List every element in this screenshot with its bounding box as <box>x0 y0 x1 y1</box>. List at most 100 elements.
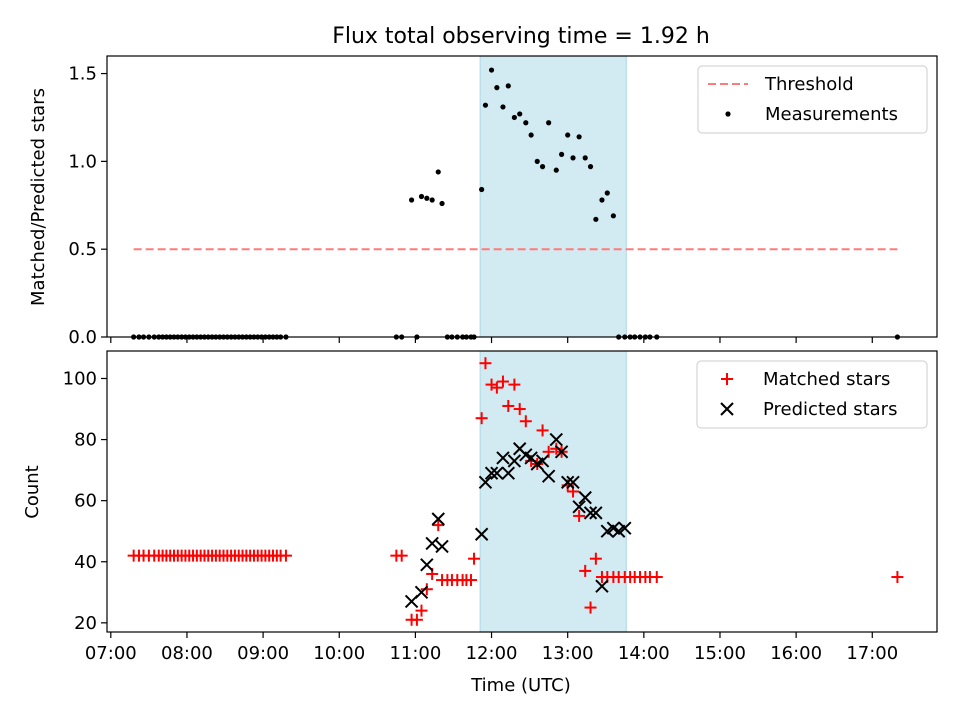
measurement-point <box>593 216 599 222</box>
bottom-legend: Matched stars Predicted stars <box>696 360 928 429</box>
measurement-point <box>418 193 425 200</box>
y-tick-label: 0.0 <box>68 327 97 348</box>
measurement-point <box>528 132 534 138</box>
predicted-star-point <box>618 521 632 535</box>
measurement-point <box>604 190 610 196</box>
x-tick-label: 16:00 <box>770 643 822 664</box>
measurement-point <box>570 155 576 161</box>
predicted-star-point <box>496 451 510 465</box>
measurement-point <box>576 134 582 140</box>
measurement-point <box>488 67 495 73</box>
measurement-point <box>500 104 506 110</box>
y-tick-label: 20 <box>74 613 97 634</box>
predicted-star-point <box>589 506 603 520</box>
bottom-x-axis: 07:00 08:00 09:00 10:00 11:00 12:00 13:00 14:00… <box>85 632 898 664</box>
x-tick-label: 10:00 <box>313 643 365 664</box>
top-x-ticks <box>110 337 873 343</box>
measurement-point <box>424 195 430 201</box>
predicted-star-point <box>435 539 449 554</box>
measurement-point <box>587 164 594 170</box>
x-tick-label: 07:00 <box>85 643 137 664</box>
measurement-point <box>610 213 616 219</box>
predicted-star-point <box>414 585 429 600</box>
y-tick-label: 0.5 <box>68 239 97 260</box>
legend-matched-swatch <box>721 373 733 385</box>
legend-matched-label: Matched stars <box>763 369 890 390</box>
matched-star-point <box>475 412 488 425</box>
y-tick-label: 1.5 <box>68 64 97 85</box>
x-tick-label: 09:00 <box>237 643 289 664</box>
matched-star-point <box>508 378 521 391</box>
predicted-star-point <box>560 475 575 490</box>
bottom-axes-frame <box>106 350 938 633</box>
measurement-point <box>558 151 565 157</box>
predicted-star-point <box>507 454 522 468</box>
bottom-y-axis: 20 40 60 80 100 <box>63 368 107 634</box>
predicted-star-point <box>572 500 586 514</box>
measurement-point <box>539 164 546 170</box>
y-tick-label: 40 <box>74 552 97 573</box>
matched-star-point <box>279 549 292 562</box>
y-tick-label: 100 <box>63 368 97 389</box>
top-legend: Threshold Measurements <box>697 65 928 134</box>
matched-star-point <box>502 399 515 412</box>
measurement-point <box>435 169 441 175</box>
measurement-point <box>429 197 435 203</box>
measurement-point <box>523 120 529 126</box>
predicted-star-point <box>478 475 493 490</box>
legend-measurements-swatch <box>725 111 731 117</box>
measurement-point <box>546 120 552 126</box>
measurement-point <box>534 158 540 164</box>
top-axes-frame <box>106 55 938 338</box>
predicted-star-point <box>549 432 563 447</box>
y-tick-label: 60 <box>74 491 97 512</box>
bottom-y-axis-label: Count <box>22 465 43 518</box>
chart-title: Flux total observing time = 1.92 h <box>332 24 710 49</box>
measurement-point <box>439 200 445 207</box>
matched-star-point <box>490 381 503 394</box>
matched-star-point <box>420 583 433 596</box>
matched-star-point <box>496 375 509 388</box>
matched-star-point <box>584 601 597 614</box>
top-y-axis: 0.0 0.5 1.0 1.5 <box>68 64 107 348</box>
predicted-star-point <box>484 466 499 480</box>
matched-star-point <box>519 415 532 428</box>
measurement-point <box>505 83 511 89</box>
top-observing-window-span <box>479 55 627 338</box>
predicted-star-point <box>535 454 550 468</box>
matched-star-point <box>513 403 526 416</box>
predicted-star-point <box>425 536 439 551</box>
matched-star-point <box>395 549 408 562</box>
x-tick-label: 11:00 <box>389 643 441 664</box>
matched-star-point <box>415 604 428 617</box>
measurement-point <box>494 85 500 91</box>
measurement-point <box>582 155 588 161</box>
measurement-point <box>565 132 571 138</box>
matched-star-point <box>579 564 592 577</box>
bottom-plot-area <box>127 357 904 626</box>
predicted-star-point <box>490 466 504 480</box>
top-y-axis-label: Matched/Predicted stars <box>28 88 49 306</box>
predicted-star-point <box>501 466 516 480</box>
y-tick-label: 80 <box>74 430 97 451</box>
predicted-star-point <box>583 506 598 520</box>
bottom-legend-box <box>696 360 928 429</box>
x-tick-label: 13:00 <box>542 643 594 664</box>
legend-predicted-swatch <box>720 402 734 416</box>
matched-star-point <box>536 424 549 437</box>
matched-star-point <box>468 552 481 565</box>
predicted-star-point <box>420 558 434 572</box>
matched-star-point <box>432 519 445 532</box>
matched-star-point <box>464 574 477 587</box>
predicted-star-point <box>541 469 556 483</box>
y-tick-label: 1.0 <box>68 151 97 172</box>
matched-star-point <box>589 552 602 565</box>
x-tick-label: 15:00 <box>694 643 746 664</box>
x-tick-label: 08:00 <box>161 643 213 664</box>
legend-predicted-label: Predicted stars <box>763 399 897 420</box>
predicted-star-point <box>566 475 580 490</box>
matched-star-point <box>650 571 663 584</box>
measurement-point <box>599 197 605 203</box>
